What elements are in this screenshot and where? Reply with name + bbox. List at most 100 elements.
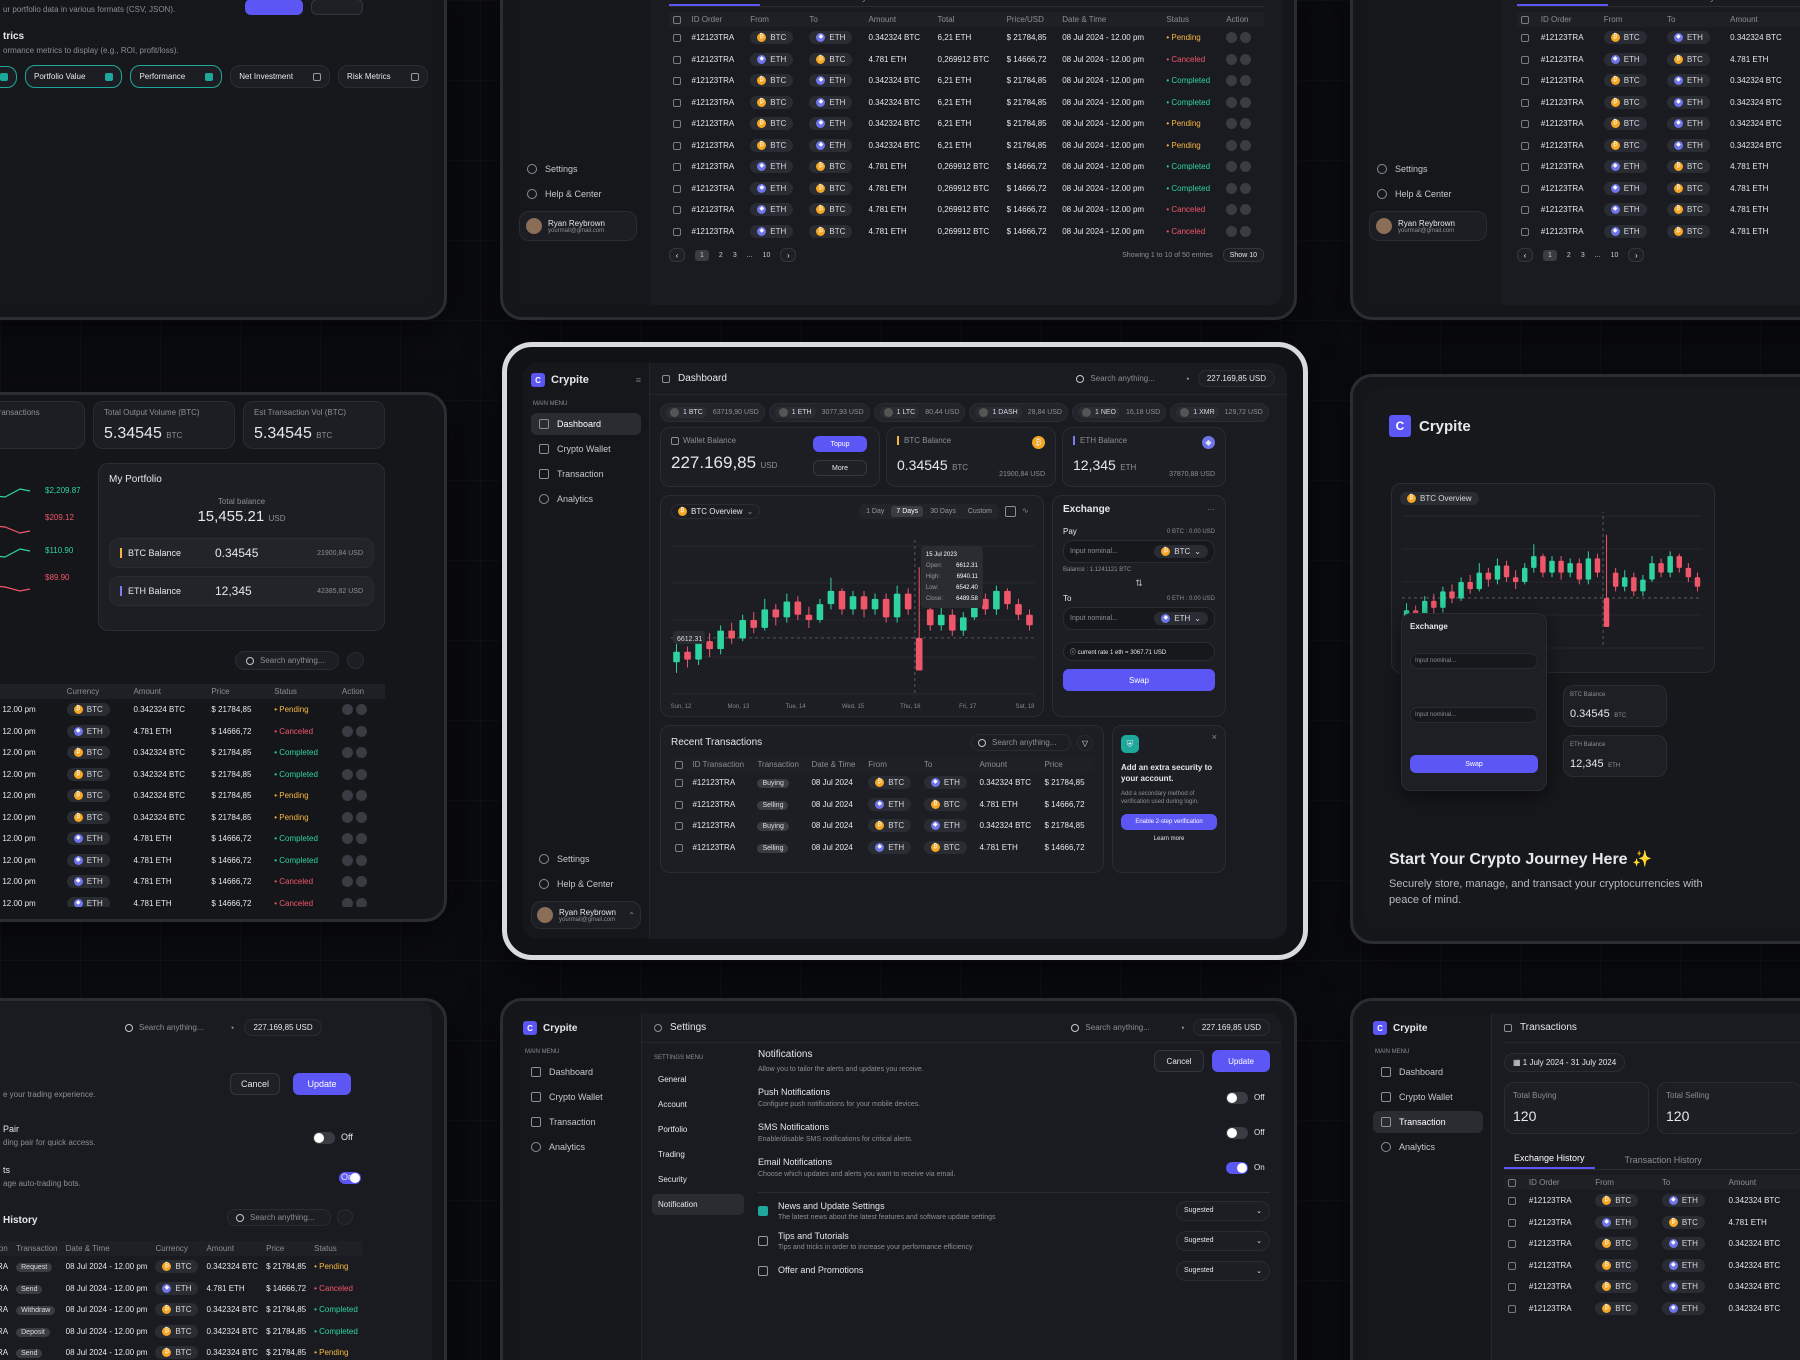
nav-crypto-wallet[interactable]: Crypto Wallet (1373, 1086, 1483, 1108)
table-row[interactable]: RASend08 Jul 2024 - 12.00 pm₿BTC0.342324… (0, 1346, 349, 1360)
user-card[interactable]: Ryan Reybrown yourmail@gmail.com (1369, 211, 1487, 241)
trash-icon[interactable] (355, 854, 367, 866)
nav-dashboard[interactable]: Dashboard (1373, 1061, 1483, 1083)
page-4[interactable]: 10 (1610, 251, 1619, 259)
update-button[interactable]: Update (1212, 1050, 1270, 1072)
prev-page-button[interactable]: ‹ (669, 248, 685, 262)
pay-input[interactable]: Input nominal... ₿ BTC ⌄ (1063, 540, 1215, 563)
nav-analytics[interactable]: Analytics (531, 488, 641, 510)
search-input[interactable]: Search anything... (235, 651, 339, 670)
nav-help[interactable]: Help & Center (519, 183, 637, 205)
user-card[interactable]: Ryan Reybrown yourmail@gmail.com ⌃ (531, 901, 641, 929)
settings-menu-item[interactable]: General (658, 1075, 687, 1084)
column-header[interactable]: From (1599, 12, 1663, 27)
row-checkbox[interactable] (675, 779, 683, 788)
nav-settings[interactable]: Settings (519, 158, 637, 180)
metric-option[interactable]: Performance (130, 65, 223, 88)
page-4[interactable]: 10 (762, 251, 771, 259)
row-checkbox[interactable] (673, 163, 681, 172)
row-checkbox[interactable] (673, 206, 681, 215)
row-checkbox[interactable] (1521, 163, 1529, 172)
column-header[interactable]: ID Order (1536, 12, 1600, 27)
tab-transaction-history[interactable]: Transaction History (1628, 0, 1725, 6)
column-header[interactable]: From (746, 12, 806, 27)
date-range-picker[interactable]: ▦ 1 July 2024 - 31 July 2024 (1504, 1053, 1626, 1072)
header-balance[interactable]: 227.169,85 USD (1197, 370, 1275, 387)
row-checkbox[interactable] (675, 843, 683, 852)
trash-icon[interactable] (1240, 204, 1252, 216)
select-all-checkbox[interactable] (671, 757, 689, 772)
search-input[interactable]: Search anything... (1071, 1023, 1171, 1032)
nav-crypto-wallet[interactable]: Crypto Wallet (531, 438, 641, 460)
tab-exchange-history[interactable]: Exchange History (1504, 1149, 1595, 1169)
swap-button[interactable]: Swap (1063, 669, 1215, 691)
row-checkbox[interactable] (1521, 77, 1529, 86)
column-header[interactable]: Amount (864, 12, 934, 27)
more-icon[interactable]: ··· (1207, 505, 1215, 514)
cancel-button[interactable]: Cancel (230, 1073, 280, 1095)
metric-option[interactable]: Net Investment (230, 65, 331, 88)
row-checkbox[interactable] (1508, 1240, 1516, 1249)
view-icon[interactable] (341, 790, 353, 802)
view-icon[interactable] (341, 876, 353, 888)
table-row[interactable]: #12123TRA ₿ BTC ◆ ETH 0.342324 BTC 6,21 ETH $ 2… (669, 113, 1264, 135)
row-checkbox[interactable] (1508, 1283, 1516, 1292)
trash-icon[interactable] (355, 704, 367, 716)
trash-icon[interactable] (1240, 225, 1252, 237)
trash-icon[interactable] (355, 747, 367, 759)
nav-transaction[interactable]: Transaction (1373, 1111, 1483, 1133)
nav-crypto-wallet[interactable]: Crypto Wallet (523, 1086, 633, 1108)
next-page-button[interactable]: › (1628, 248, 1645, 262)
column-header[interactable]: From (1591, 1175, 1658, 1190)
view-icon[interactable] (1226, 139, 1238, 151)
table-row[interactable]: #12123TRA Buying 08 Jul 2024 ₿ BTC ◆ ETH 0.3423… (671, 772, 1093, 794)
column-header[interactable]: Status (310, 1241, 362, 1256)
subscription-checkbox[interactable] (758, 1236, 768, 1246)
range-tab[interactable]: 30 Days (930, 508, 956, 515)
column-header[interactable]: Date & Time (61, 1241, 152, 1256)
line-icon[interactable]: ∿ (1022, 506, 1029, 515)
notification-toggle[interactable] (1226, 1126, 1248, 1139)
ticker-item[interactable]: 1 LTC 80,44 USD (873, 403, 966, 422)
prev-page-button[interactable]: ‹ (1517, 248, 1533, 262)
table-row[interactable]: RAWithdraw08 Jul 2024 - 12.00 pm₿BTC0.34… (0, 1303, 358, 1317)
page-3[interactable]: ... (746, 251, 753, 259)
nav-analytics[interactable]: Analytics (1373, 1136, 1483, 1158)
frequency-select[interactable]: Sugested ⌄ (1176, 1231, 1270, 1251)
topup-button[interactable]: Topup (813, 436, 867, 452)
filter-button[interactable] (337, 1209, 353, 1225)
table-row[interactable]: #12123TRA ◆ ETH ₿ BTC 4.781 ETH 0,269912 BTC $ … (669, 49, 1264, 71)
next-page-button[interactable]: › (780, 248, 797, 262)
row-checkbox[interactable] (1508, 1197, 1516, 1206)
table-row[interactable]: #12123TRA ◆ ETH ₿ BTC 4.781 ETH 0,269912 BTC $ … (669, 221, 1264, 243)
notification-toggle[interactable] (1226, 1161, 1248, 1174)
table-row[interactable]: #12123TRA ₿ BTC ◆ ETH 0.342324 BTC 6,21 ETH $ 2… (669, 70, 1264, 92)
view-icon[interactable] (341, 747, 353, 759)
nav-help[interactable]: Help & Center (531, 873, 641, 895)
view-icon[interactable] (341, 704, 353, 716)
column-header[interactable]: ID Order (687, 12, 747, 27)
user-card[interactable]: Ryan Reybrown yourmail@gmail.com (519, 211, 637, 241)
row-checkbox[interactable] (673, 141, 681, 150)
row-checkbox[interactable] (673, 77, 681, 86)
column-header[interactable]: Amount (1724, 1175, 1800, 1190)
header-balance[interactable]: 227.169,85 USD (1192, 1019, 1270, 1036)
trash-icon[interactable] (355, 811, 367, 823)
ticker-item[interactable]: 1 XMR 129,72 USD (1170, 403, 1269, 422)
row-checkbox[interactable] (1508, 1304, 1516, 1313)
settings-menu-item[interactable]: Security (658, 1175, 687, 1184)
column-header[interactable]: Transaction (753, 757, 808, 772)
column-header[interactable]: Amount (202, 1241, 263, 1256)
nav-transaction[interactable]: Transaction (523, 1111, 633, 1133)
ticker-item[interactable]: 1 ETH 3077,93 USD (768, 403, 870, 422)
column-header[interactable]: To (919, 757, 976, 772)
